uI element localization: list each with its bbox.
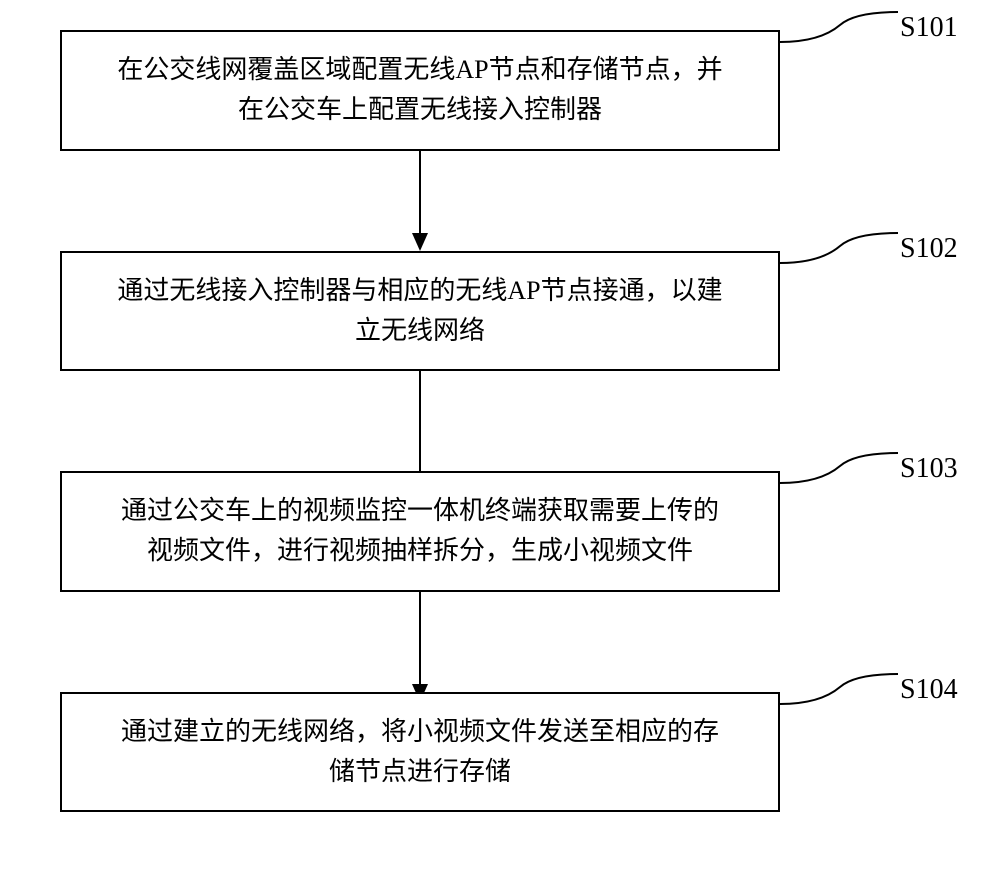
label-connector-s104 xyxy=(780,672,910,732)
step-box-s103: 通过公交车上的视频监控一体机终端获取需要上传的 视频文件，进行视频抽样拆分，生成… xyxy=(60,471,780,592)
step-box-s102: 通过无线接入控制器与相应的无线AP节点接通，以建 立无线网络 xyxy=(60,251,780,372)
label-connector-s103 xyxy=(780,451,910,511)
flowchart-container: 在公交线网覆盖区域配置无线AP节点和存储节点，并 在公交车上配置无线接入控制器 … xyxy=(60,30,940,812)
step-text-s104: 通过建立的无线网络，将小视频文件发送至相应的存 储节点进行存储 xyxy=(121,712,719,793)
step-label-s102: S102 xyxy=(900,233,958,265)
step-box-s101: 在公交线网覆盖区域配置无线AP节点和存储节点，并 在公交车上配置无线接入控制器 xyxy=(60,30,780,151)
step-container-1: 在公交线网覆盖区域配置无线AP节点和存储节点，并 在公交车上配置无线接入控制器 … xyxy=(60,30,940,151)
step-text-s101: 在公交线网覆盖区域配置无线AP节点和存储节点，并 在公交车上配置无线接入控制器 xyxy=(117,50,722,131)
label-connector-s102 xyxy=(780,231,910,291)
step-container-4: 通过建立的无线网络，将小视频文件发送至相应的存 储节点进行存储 S104 xyxy=(60,692,940,813)
step-box-s104: 通过建立的无线网络，将小视频文件发送至相应的存 储节点进行存储 xyxy=(60,692,780,813)
step-label-s104: S104 xyxy=(900,674,958,706)
arrow-1-2 xyxy=(60,151,780,251)
step-text-s102: 通过无线接入控制器与相应的无线AP节点接通，以建 立无线网络 xyxy=(117,271,722,352)
step-container-2: 通过无线接入控制器与相应的无线AP节点接通，以建 立无线网络 S102 xyxy=(60,251,940,372)
step-label-s101: S101 xyxy=(900,12,958,44)
step-label-s103: S103 xyxy=(900,453,958,485)
arrow-3-4 xyxy=(60,592,780,692)
arrow-2-3 xyxy=(60,371,780,471)
label-connector-s101 xyxy=(780,10,910,70)
step-text-s103: 通过公交车上的视频监控一体机终端获取需要上传的 视频文件，进行视频抽样拆分，生成… xyxy=(121,491,719,572)
step-container-3: 通过公交车上的视频监控一体机终端获取需要上传的 视频文件，进行视频抽样拆分，生成… xyxy=(60,471,940,592)
